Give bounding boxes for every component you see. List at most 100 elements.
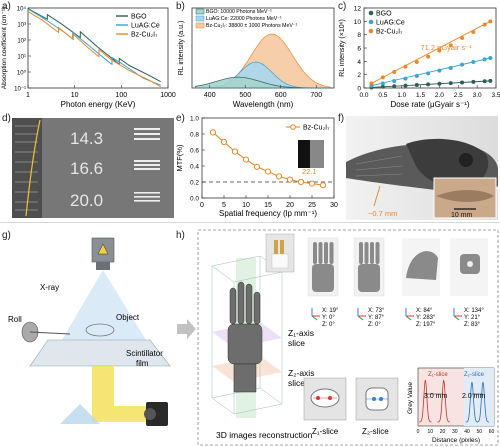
profile-xlabel: Distance (pixles)	[432, 437, 480, 444]
c-point	[471, 30, 476, 34]
c-legend-marker	[368, 19, 374, 25]
e-ytick: 0.0	[190, 196, 199, 203]
panel-label-c: c)	[338, 1, 347, 12]
c-legend-marker	[368, 28, 374, 34]
panel-h-diagram: Z₁-axis slice Z₂-axis slice 3D images re…	[197, 229, 499, 446]
c-ytick: 4	[357, 59, 361, 66]
c-point	[460, 36, 465, 40]
h-view-z: Z: 0°	[368, 322, 381, 328]
c-point	[488, 19, 493, 24]
h-view-x: X: 134°	[464, 308, 484, 314]
g-label-roll: Roll	[8, 315, 22, 324]
profile-xtick: 0	[417, 429, 420, 435]
c-legend-label: LuAG:Ce	[376, 20, 405, 27]
a-series-line	[27, 11, 162, 88]
c-point	[392, 79, 397, 83]
b-legend-swatch	[195, 15, 205, 22]
e-ytick: 0.2	[190, 180, 199, 187]
camera-icon	[146, 402, 168, 426]
c-fit-line	[371, 57, 491, 87]
c-ytick: 8	[357, 32, 361, 39]
a-series-line	[27, 8, 162, 83]
c-fit-line	[371, 80, 491, 88]
e-xtick: 0	[200, 202, 204, 209]
panel-a-chart: 1 10 100 1000 10⁻¹ 10⁰ 10¹ 10² 10³ 10⁴ BGO LuAG:Ce…	[1, 6, 176, 110]
panel-g-diagram: X-ray Roll Object Scintillator film	[8, 237, 171, 426]
c-point	[426, 71, 431, 76]
c-point	[380, 75, 385, 80]
c-xlabel: Dose rate (μGyair s⁻¹)	[390, 100, 469, 109]
panel-d-image: 14.3 16.6 20.0	[12, 118, 174, 218]
g-label-object: Object	[116, 313, 140, 322]
h-label-z1: Z₁-axis	[288, 328, 314, 338]
c-ytick: 12	[354, 6, 362, 13]
e-xtick: 15	[264, 202, 272, 209]
h-view-x: X: 84°	[416, 308, 433, 314]
c-point	[426, 54, 431, 59]
a-xtick: 10	[71, 92, 79, 99]
e-point	[286, 176, 294, 183]
h-view-y: Y: 87°	[368, 315, 385, 321]
h-label-3d: 3D images reconstruction	[216, 430, 313, 440]
g-label-film-1: Scintillator	[126, 349, 163, 358]
c-ytick: 0	[357, 86, 361, 93]
c-xtick: 0.5	[378, 92, 387, 99]
c-point	[380, 84, 385, 89]
h-label-z2slice: Z₂-slice	[362, 427, 389, 436]
f-scalebar-label: 10 mm	[451, 212, 473, 219]
c-point	[403, 83, 408, 88]
e-ytick: 1.0	[190, 116, 199, 123]
a-xtick: 1000	[160, 92, 176, 99]
hand-model	[227, 281, 263, 393]
b-xtick: 500	[239, 92, 251, 99]
profile-peak	[465, 381, 479, 423]
profile-z2-width: 2.0 mm	[462, 393, 486, 400]
c-ytick: 2	[357, 72, 361, 79]
c-legend-label: BGO	[376, 11, 392, 18]
a-ytick: 10⁴	[17, 6, 27, 13]
c-point	[437, 68, 442, 73]
panel-e-chart: 0 5 10 15 20 25 300.00.20.40.60.81.0 Bz-Cu₂I₇ …	[176, 116, 338, 219]
e-point	[264, 168, 272, 175]
h-view-y: Y: 21°	[464, 315, 481, 321]
d-label-1: 14.3	[70, 129, 103, 148]
e-point	[297, 178, 305, 186]
c-point	[414, 83, 419, 87]
c-point	[437, 48, 442, 53]
b-xtick: 700	[310, 92, 322, 99]
c-point	[482, 22, 487, 27]
a-xtick: 1	[26, 92, 30, 99]
c-ylabel: RL intensity (×10⁶)	[339, 19, 346, 77]
c-fit-line	[371, 20, 491, 84]
e-point	[308, 180, 316, 187]
arrow-g-to-h	[177, 319, 196, 339]
c-legend-marker	[368, 10, 374, 16]
e-point	[242, 156, 250, 163]
e-point	[275, 173, 283, 180]
c-point	[414, 60, 419, 64]
c-xtick: 3.5	[491, 92, 500, 99]
c-point	[488, 78, 493, 83]
panel-label-d: d)	[2, 113, 11, 124]
c-point	[482, 57, 487, 62]
e-point	[253, 163, 261, 170]
panel-label-f: f)	[338, 113, 345, 124]
panel-label-e: e)	[176, 113, 185, 124]
c-point	[448, 66, 453, 70]
e-ytick: 0.6	[190, 148, 199, 155]
g-label-xray: X-ray	[40, 283, 59, 292]
panel-label-g: g)	[2, 230, 11, 241]
e-point	[220, 138, 228, 146]
svg-text:slice: slice	[288, 378, 305, 388]
e-xtick: 30	[330, 202, 338, 209]
profile-xtick: 50	[477, 429, 483, 435]
f-scale-label: ~0.7 mm	[368, 209, 397, 218]
c-point	[437, 81, 442, 86]
a-xlabel: Photon energy (KeV)	[61, 100, 136, 109]
h-view-x: X: 19°	[322, 308, 339, 314]
e-xtick: 25	[308, 202, 316, 209]
e-point	[319, 182, 327, 189]
panel-label-b: b)	[176, 1, 185, 12]
c-point	[369, 81, 374, 86]
e-xtick: 20	[286, 202, 294, 209]
